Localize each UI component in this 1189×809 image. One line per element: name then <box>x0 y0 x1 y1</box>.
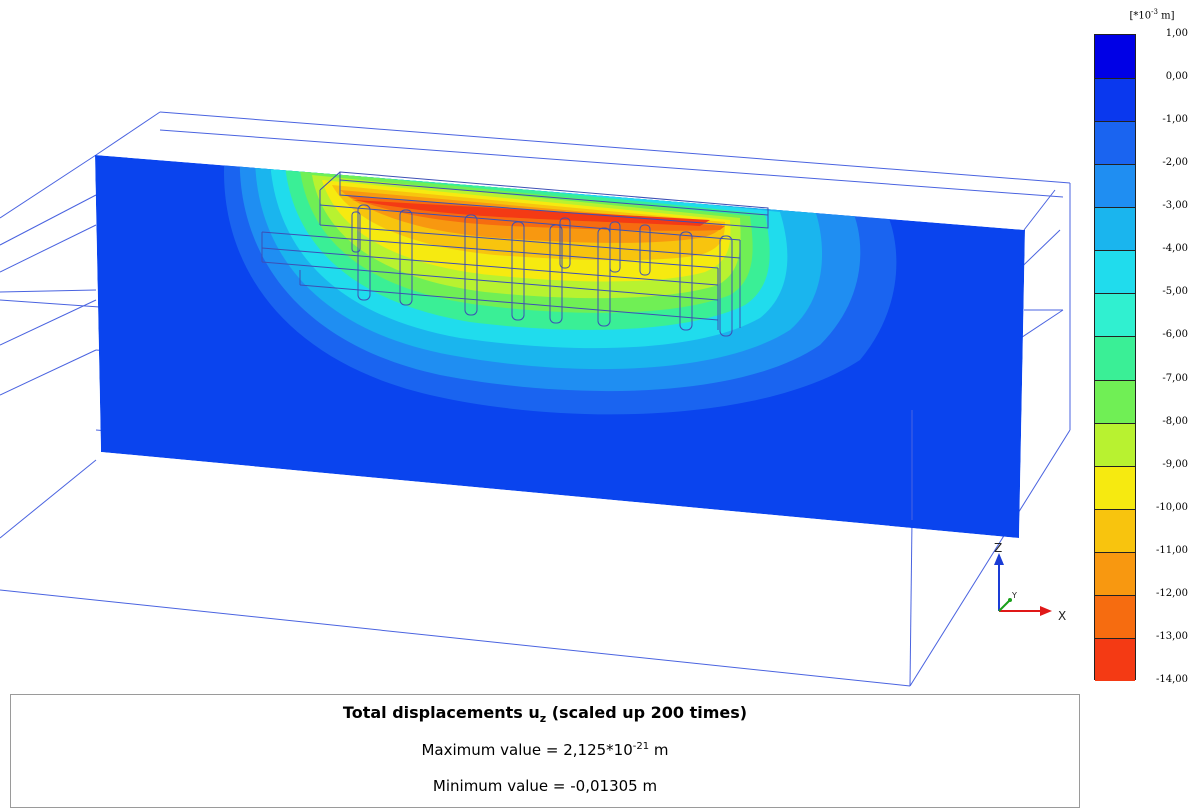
legend-unit: [*10-3 m] <box>1129 8 1175 22</box>
legend-color-cell <box>1095 35 1135 79</box>
z-axis-arrow <box>994 553 1004 565</box>
legend-color-cell <box>1095 293 1135 337</box>
legend-tick-label: -6,00 <box>1162 329 1188 341</box>
y-axis-label: Y <box>1011 591 1017 600</box>
legend-tick-label: -10,00 <box>1155 501 1188 513</box>
legend-tick-label: -1,00 <box>1162 114 1188 126</box>
legend-color-cell <box>1095 379 1135 423</box>
legend-tick-label: -14,00 <box>1155 674 1188 685</box>
maximum-value: Maximum value = 2,125*10-21 m <box>421 741 669 759</box>
legend-tick-label: 0,00 <box>1165 71 1188 83</box>
legend-color-cell <box>1095 637 1135 681</box>
legend-tick-label: -4,00 <box>1162 243 1188 255</box>
legend-tick-label: -9,00 <box>1162 458 1188 470</box>
foundation-wireframe[interactable] <box>261 171 769 337</box>
legend-color-cell <box>1095 465 1135 509</box>
legend-tick-label: -5,00 <box>1162 286 1188 298</box>
legend-tick-label: -2,00 <box>1162 157 1188 169</box>
legend-color-cell <box>1095 508 1135 552</box>
x-axis-arrow <box>1040 606 1052 616</box>
y-axis-line <box>998 599 1011 612</box>
legend-tick-label: -7,00 <box>1162 372 1188 384</box>
legend-color-cell <box>1095 164 1135 208</box>
legend-color-cell <box>1095 207 1135 251</box>
legend-color-cell <box>1095 250 1135 294</box>
displacement-contour-plane <box>95 155 1025 538</box>
legend-color-cell <box>1095 78 1135 122</box>
legend-tick-label: -8,00 <box>1162 415 1188 427</box>
result-info-panel: Total displacements uz (scaled up 200 ti… <box>10 694 1080 808</box>
legend-tick-label: -12,00 <box>1155 587 1188 599</box>
result-title: Total displacements uz (scaled up 200 ti… <box>342 703 748 726</box>
x-axis-label: X <box>1058 609 1066 623</box>
legend-color-cell <box>1095 594 1135 638</box>
color-scale-bar <box>1094 34 1136 681</box>
legend-color-cell <box>1095 121 1135 165</box>
legend-tick-label: -11,00 <box>1155 544 1188 556</box>
legend-tick-label: -13,00 <box>1155 630 1188 642</box>
legend-tick-label: 1,00 <box>1165 28 1188 39</box>
axis-triad: Z Y X <box>994 541 1066 623</box>
minimum-value: Minimum value = -0,01305 m <box>432 777 658 795</box>
pile-group <box>351 204 733 337</box>
z-axis-label: Z <box>994 541 1002 555</box>
legend-tick-label: -3,00 <box>1162 200 1188 212</box>
legend-color-cell <box>1095 422 1135 466</box>
legend-color-cell <box>1095 336 1135 380</box>
legend-color-cell <box>1095 551 1135 595</box>
